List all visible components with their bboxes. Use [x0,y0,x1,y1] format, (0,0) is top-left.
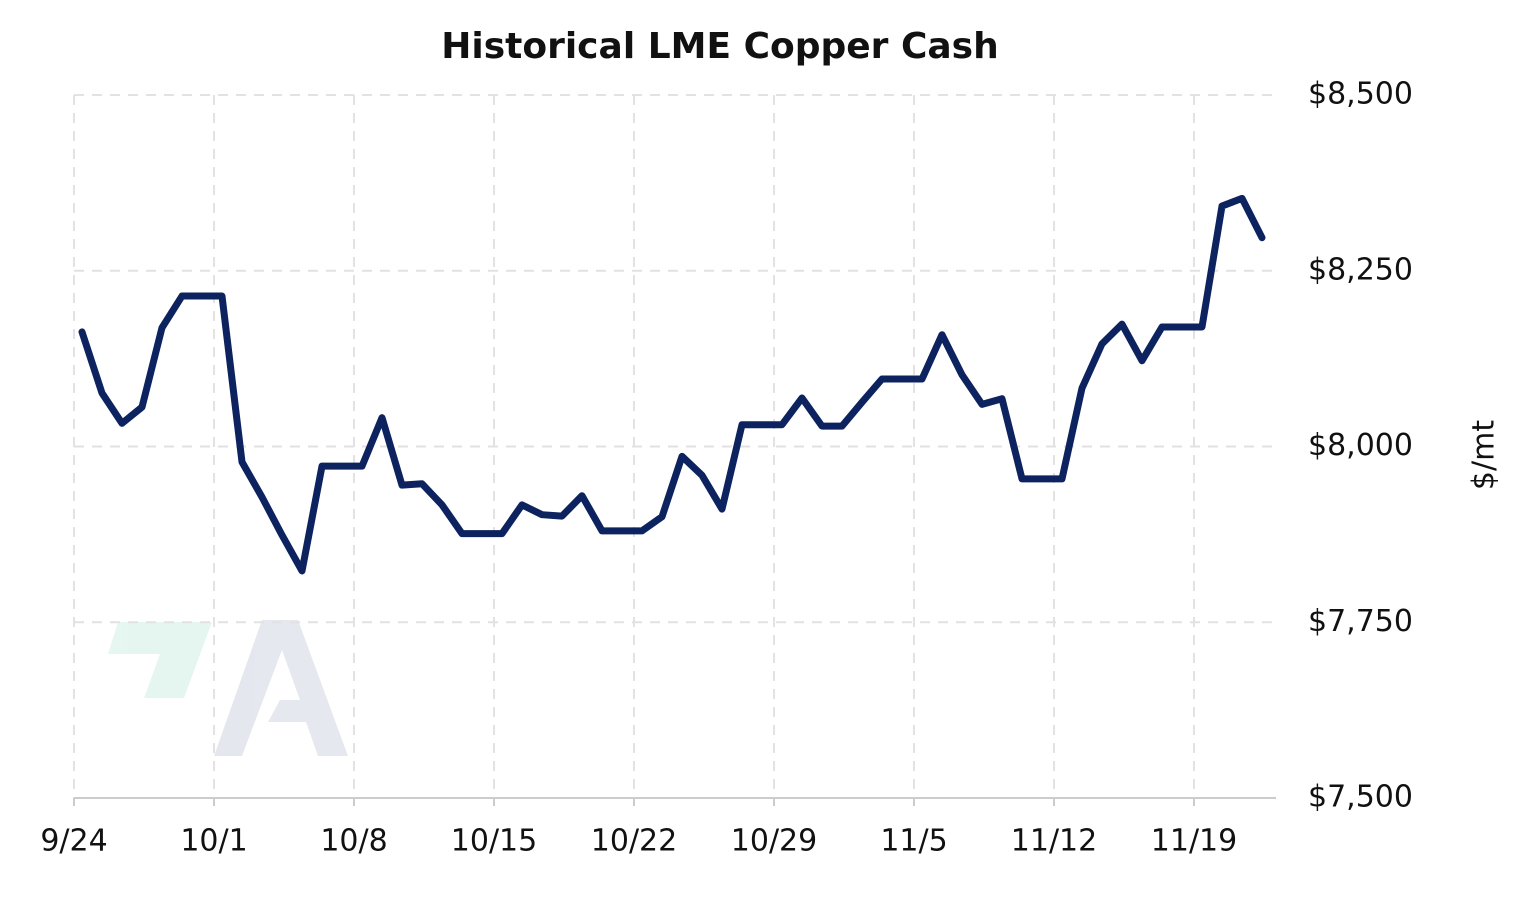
y-tick-label: $8,000 [1308,428,1413,463]
y-tick-label: $7,500 [1308,780,1413,815]
data-line [78,194,1266,575]
chart-title: Historical LME Copper Cash [441,26,999,67]
y-tick-label: $7,750 [1308,604,1413,639]
y-axis-label: $/mt [1467,420,1502,490]
x-tick-label: 10/15 [451,824,537,859]
x-tick-label: 10/29 [731,824,817,859]
y-tick-label: $8,250 [1308,252,1413,287]
watermark [108,620,348,756]
x-tick-label: 11/19 [1151,824,1237,859]
x-tick-label: 11/12 [1011,824,1097,859]
x-tick-label: 11/5 [880,824,947,859]
x-tick-label: 10/8 [320,824,387,859]
x-tick-label: 10/22 [591,824,677,859]
y-tick-label: $8,500 [1308,77,1413,112]
x-tick-label: 10/1 [180,824,247,859]
x-tick-label: 9/24 [40,824,107,859]
